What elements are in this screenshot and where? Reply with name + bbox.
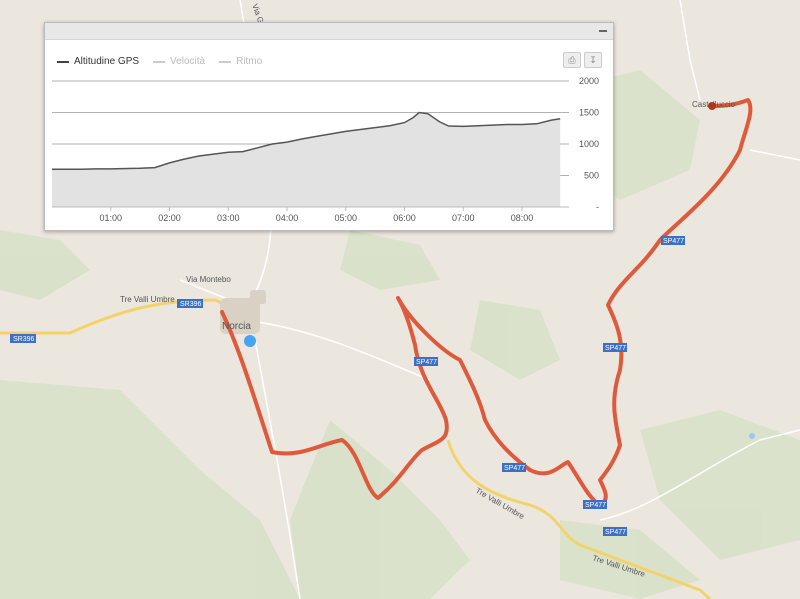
print-icon: ⎙ [568,55,576,65]
svg-text:SR396: SR396 [180,301,202,308]
legend-item-pace[interactable]: Ritmo [219,56,262,67]
main-road-east [446,439,712,599]
svg-text:SP477: SP477 [585,502,606,509]
svg-text:SR396: SR396 [13,336,35,343]
x-tick-label: 07:00 [452,213,475,223]
download-button[interactable]: ↧ [584,52,602,68]
small-lake [749,433,755,439]
svg-text:SP477: SP477 [663,238,684,245]
route-track [220,98,753,507]
current-position-marker[interactable] [244,335,256,347]
legend-line-icon [57,60,69,63]
x-tick-label: 03:00 [217,213,240,223]
chart-legend: Altitudine GPS Velocità Ritmo [57,56,262,67]
y-tick-zero: - [596,202,599,212]
shield-sp477-c: SP477 [414,357,438,366]
shield-sp477-a: SP477 [661,236,685,245]
shield-sp477-b: SP477 [603,343,627,352]
street-label-via-montebo: Via Montebo [186,275,231,284]
x-tick-label: 04:00 [276,213,299,223]
road-label-tre-valli-west: Tre Valli Umbre [120,295,175,304]
x-tick-label: 08:00 [511,213,534,223]
place-label-norcia: Norcia [222,321,251,332]
terrain-green [0,70,800,599]
legend-label-altitude: Altitudine GPS [74,56,140,67]
shield-sp477-e: SP477 [603,527,627,536]
svg-text:SP477: SP477 [605,529,626,536]
elevation-chart-panel: Altitudine GPS Velocità Ritmo ⎙ ↧ 2000 15… [44,22,614,231]
legend-line-icon [219,60,232,63]
end-marker[interactable] [708,102,716,110]
y-tick-label: 500 [584,171,599,181]
elevation-chart[interactable]: 2000 1500 1000 500 - 01:00 02:00 03:00 04:00 05:0… [45,23,613,230]
svg-text:SP477: SP477 [605,345,626,352]
print-button[interactable]: ⎙ [563,52,581,68]
shield-sr396-b: SR396 [10,334,36,343]
legend-label-speed: Velocità [170,56,206,67]
shield-sp477-d: SP477 [502,463,526,472]
legend-label-pace: Ritmo [236,56,263,67]
x-tick-label: 06:00 [393,213,416,223]
place-label-castelluccio: Castelluccio [692,100,736,109]
y-tick-label: 2000 [579,76,599,86]
y-tick-label: 1500 [579,108,599,118]
x-tick-label: 05:00 [334,213,357,223]
panel-header [45,23,613,40]
legend-item-altitude[interactable]: Altitudine GPS [57,56,139,67]
shield-sr396-a: SR396 [177,299,203,308]
collapse-button[interactable] [598,26,608,36]
x-tick-label: 01:00 [99,213,122,223]
download-icon: ↧ [589,55,597,65]
y-tick-label: 1000 [579,139,599,149]
legend-line-icon [153,60,166,63]
svg-text:SP477: SP477 [504,465,525,472]
svg-text:SP477: SP477 [416,359,437,366]
legend-item-speed[interactable]: Velocità [153,56,205,67]
x-tick-label: 02:00 [158,213,181,223]
altitude-series-line [52,111,561,170]
shield-sp477-f: SP477 [583,500,607,509]
altitude-area [52,112,561,207]
